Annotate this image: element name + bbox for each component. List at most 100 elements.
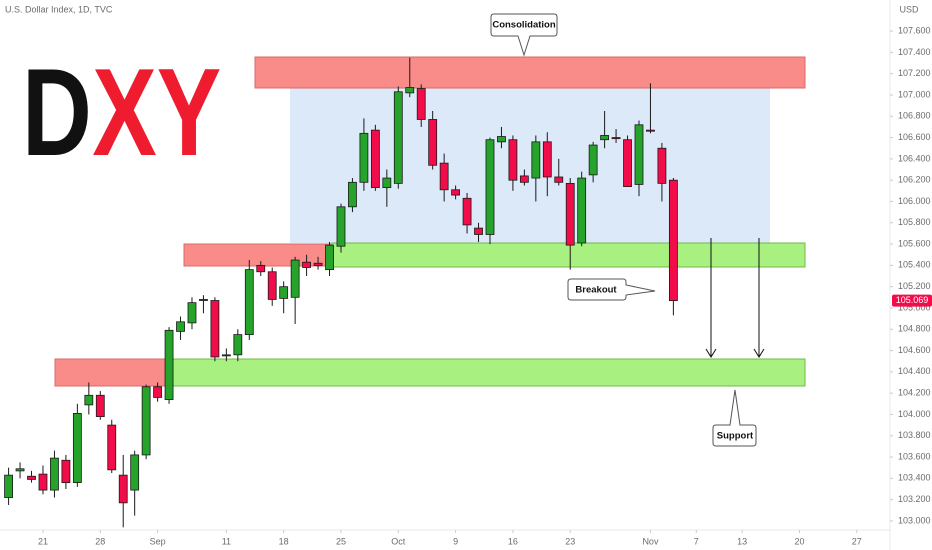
- candle-body: [611, 137, 621, 140]
- candle-body: [50, 457, 59, 491]
- annotation: Support: [717, 431, 754, 442]
- candle-body: [279, 286, 289, 299]
- candle-body: [336, 206, 346, 247]
- annotation: Consolidation: [492, 20, 556, 31]
- x-tick-label: 28: [95, 536, 105, 546]
- candle-body: [15, 468, 25, 472]
- y-tick-label: 107.200: [898, 68, 931, 78]
- candle-body: [325, 244, 334, 271]
- x-tick-label: 11: [222, 536, 231, 546]
- y-tick-label: 105.200: [898, 281, 931, 291]
- candle-body: [623, 139, 632, 187]
- candle-body: [508, 139, 518, 181]
- candle-body: [130, 454, 140, 491]
- logo-red: XY: [92, 42, 221, 181]
- support-zone: [167, 358, 806, 387]
- y-tick-label: 103.800: [898, 430, 931, 440]
- candle-body: [210, 300, 220, 358]
- candle-body: [359, 132, 369, 183]
- callout-consolidation: Consolidation: [490, 13, 558, 57]
- candle-body: [497, 136, 506, 143]
- candle-body: [451, 189, 461, 196]
- consolidation-box: [290, 88, 770, 243]
- y-tick-label: 107.600: [898, 25, 931, 35]
- logo-dark: D: [22, 42, 92, 181]
- y-tick-label: 103.000: [898, 515, 931, 525]
- candle-body: [531, 141, 541, 179]
- currency: USD: [899, 4, 919, 14]
- candle-body: [302, 261, 312, 268]
- candle-body: [542, 141, 552, 178]
- candle-body: [462, 197, 472, 226]
- candle-body: [416, 88, 426, 120]
- last-price-badge: [892, 294, 932, 307]
- candle-body: [221, 354, 231, 357]
- y-tick-label: 106.000: [898, 196, 931, 206]
- y-tick-label: 103.200: [898, 494, 931, 504]
- candle-body: [84, 394, 94, 406]
- candle-body: [668, 179, 678, 302]
- y-tick-label: 104.800: [898, 324, 931, 334]
- arrows: [705, 238, 765, 358]
- y-tick-label: 105.400: [898, 260, 931, 270]
- x-tick-label: 25: [336, 536, 346, 546]
- y-tick-label: 105.600: [898, 238, 931, 248]
- resistance-zone: [254, 56, 806, 89]
- candle-body: [107, 424, 117, 471]
- x-tick-label: 16: [508, 536, 518, 546]
- last-price-label: 105.069: [896, 295, 929, 305]
- x-tick-label: Nov: [642, 536, 659, 546]
- y-tick-label: 104.000: [898, 409, 931, 419]
- candle-body: [565, 182, 575, 246]
- candle-body: [519, 175, 529, 183]
- candle-body: [577, 177, 587, 244]
- y-tick-label: 106.600: [898, 132, 931, 142]
- candle-body: [187, 302, 197, 324]
- x-tick-label: Sep: [150, 536, 166, 546]
- chart-title: U.S. Dollar Index, 1D, TVC: [5, 4, 113, 14]
- resistance-zone: [54, 358, 169, 387]
- candle-body: [600, 135, 610, 141]
- candle-body: [244, 269, 254, 335]
- candle-body: [393, 91, 403, 184]
- x-tick-label: 21: [38, 536, 48, 546]
- y-tick-label: 103.600: [898, 451, 931, 461]
- y-tick-label: 107.000: [898, 89, 931, 99]
- candle-body: [176, 321, 185, 332]
- x-tick-label: 9: [453, 536, 458, 546]
- candle-body: [474, 227, 483, 235]
- support-zone: [331, 242, 806, 268]
- candle-body: [588, 144, 598, 176]
- candle-body: [485, 139, 495, 235]
- candle-body: [348, 181, 357, 208]
- candle-body: [72, 412, 82, 484]
- logo: D XY: [22, 42, 221, 181]
- candle-body: [153, 386, 162, 398]
- x-tick-label: 23: [565, 536, 575, 546]
- candle-body: [382, 177, 392, 189]
- candle-body: [118, 474, 128, 504]
- candle-body: [27, 475, 36, 480]
- x-tick-label: 18: [279, 536, 289, 546]
- y-tick-label: 104.600: [898, 345, 931, 355]
- y-tick-label: 106.400: [898, 153, 931, 163]
- candle-body: [233, 334, 243, 356]
- y-tick-label: 107.400: [898, 47, 931, 57]
- x-tick-label: 13: [737, 536, 747, 546]
- candle-body: [313, 262, 323, 266]
- y-tick-label: 105.800: [898, 217, 931, 227]
- candle-body: [61, 459, 71, 484]
- y-tick-label: 106.200: [898, 175, 931, 185]
- candle-body: [554, 176, 564, 183]
- candle-body: [370, 129, 380, 189]
- y-tick-label: 104.400: [898, 366, 931, 376]
- y-tick-label: 103.400: [898, 473, 931, 483]
- candle-body: [38, 473, 48, 491]
- candle-body: [256, 264, 266, 273]
- y-tick-label: 104.200: [898, 388, 931, 398]
- candle-body: [290, 259, 300, 298]
- annotation: Breakout: [575, 285, 617, 296]
- candle-body: [657, 147, 667, 184]
- candle-body: [634, 124, 644, 185]
